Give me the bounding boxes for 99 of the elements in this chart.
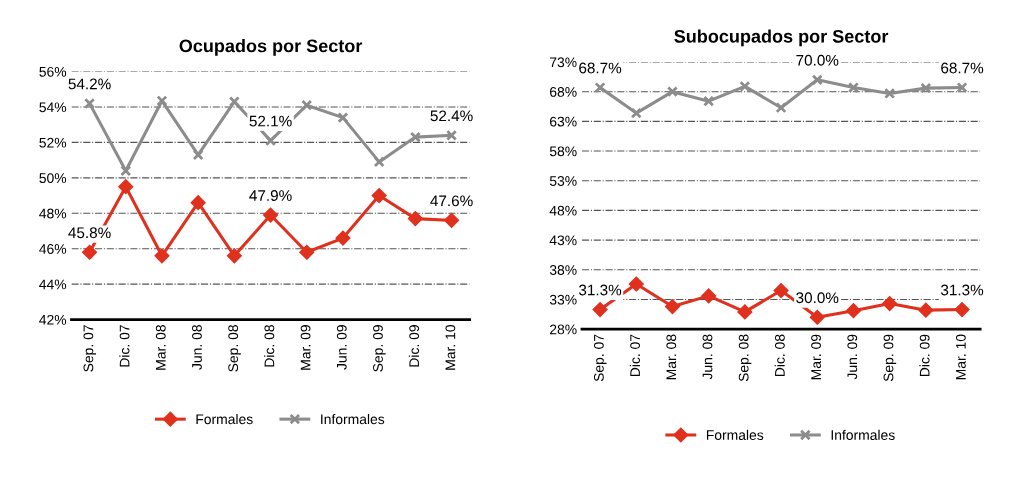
point [737,304,753,320]
x-tick-label: Sep. 07 [593,334,607,382]
point [846,303,861,319]
y-tick-label: 46% [39,244,67,254]
point [628,276,644,292]
y-tick-label: 48% [39,208,67,219]
point [775,102,787,114]
y-tick-label: 50% [39,173,67,184]
point [956,81,968,94]
point [665,299,680,314]
x-tick-label: Sep. 08 [228,325,241,372]
y-tick-label: 73% [550,57,577,68]
x-tick-label: Mar. 08 [155,325,166,370]
y-tick-label: 48% [549,205,577,216]
x-tick-label: Dic. 09 [919,334,930,377]
y-tick-label: 58% [549,146,577,157]
point [630,107,642,119]
data-label: 68.7% [941,62,984,74]
point [918,302,934,318]
y-tick-label: 43% [549,235,577,246]
point [847,81,860,94]
point [884,87,896,100]
point [773,283,789,298]
point [444,213,459,228]
point [227,248,242,264]
data-label: 54.2% [68,78,111,90]
x-tick-label: Mar. 09 [300,325,311,370]
data-label: 70.0% [796,54,839,66]
point [446,129,458,141]
point [954,302,970,317]
data-label: 31.3% [940,284,984,296]
point [190,195,206,210]
y-tick-label: 42% [39,314,67,325]
point [263,207,278,223]
data-label: 47.6% [430,195,473,207]
x-tick-label: Dic. 09 [408,325,420,367]
point [118,179,134,194]
y-tick-label: 56% [39,66,67,77]
point [299,244,315,260]
point [84,97,96,109]
y-tick-label: 68% [550,87,577,97]
x-tick-label: Sep. 07 [83,325,97,372]
point [373,156,385,168]
data-label: 30.0% [796,292,839,304]
x-tick-label: Dic. 08 [264,325,275,367]
y-tick-label: 54% [39,102,67,113]
x-tick-label: Mar. 09 [811,334,821,380]
chart-title: Subocupados por Sector [674,29,889,47]
point [809,309,825,325]
x-tick-label: Mar. 08 [666,334,677,380]
x-tick-label: Mar. 10 [955,334,966,380]
data-label: 47.9% [249,190,292,201]
x-tick-label: Jun. 09 [336,325,347,370]
point [154,248,170,264]
y-tick-label: 52% [39,137,67,148]
point [811,74,823,86]
y-tick-label: 38% [549,265,577,275]
y-tick-label: 63% [550,116,577,127]
point [409,131,421,143]
point [408,211,423,226]
point [82,244,97,260]
y-tick-label: 44% [39,279,67,290]
x-tick-label: Sep. 08 [738,334,752,382]
point [301,99,313,111]
x-tick-label: Dic. 08 [774,334,785,377]
point [666,86,679,98]
x-tick-label: Sep. 09 [373,325,386,372]
point [120,165,132,177]
point [739,80,751,92]
legend-label: Informales [321,413,385,425]
point [701,288,716,304]
y-tick-label: 33% [549,294,577,305]
data-label: 45.8% [68,227,111,239]
point [920,82,932,94]
point [592,302,608,317]
data-label: 52.4% [430,110,473,122]
x-tick-label: Jun. 08 [702,334,713,380]
legend-label: Formales [196,413,253,425]
x-tick-label: Dic. 07 [629,334,640,377]
data-label: 52.1% [249,115,292,127]
data-label: 68.7% [579,62,622,74]
point [335,230,351,246]
x-tick-label: Jun. 09 [847,334,858,380]
data-label: 31.3% [578,284,622,296]
x-tick-label: Sep. 09 [883,334,897,382]
point [265,135,277,147]
x-tick-label: Mar. 10 [445,324,456,370]
legend-label: Formales [706,429,764,440]
x-tick-label: Jun. 08 [192,325,202,370]
point [882,296,897,311]
legend-label: Informales [831,429,895,440]
point [594,81,606,94]
point [337,112,349,124]
y-tick-label: 28% [550,324,577,335]
x-tick-label: Dic. 07 [119,325,130,367]
point [371,188,387,203]
point [703,95,715,107]
y-tick-label: 53% [549,176,577,186]
chart-title: Ocupados por Sector [179,39,363,56]
